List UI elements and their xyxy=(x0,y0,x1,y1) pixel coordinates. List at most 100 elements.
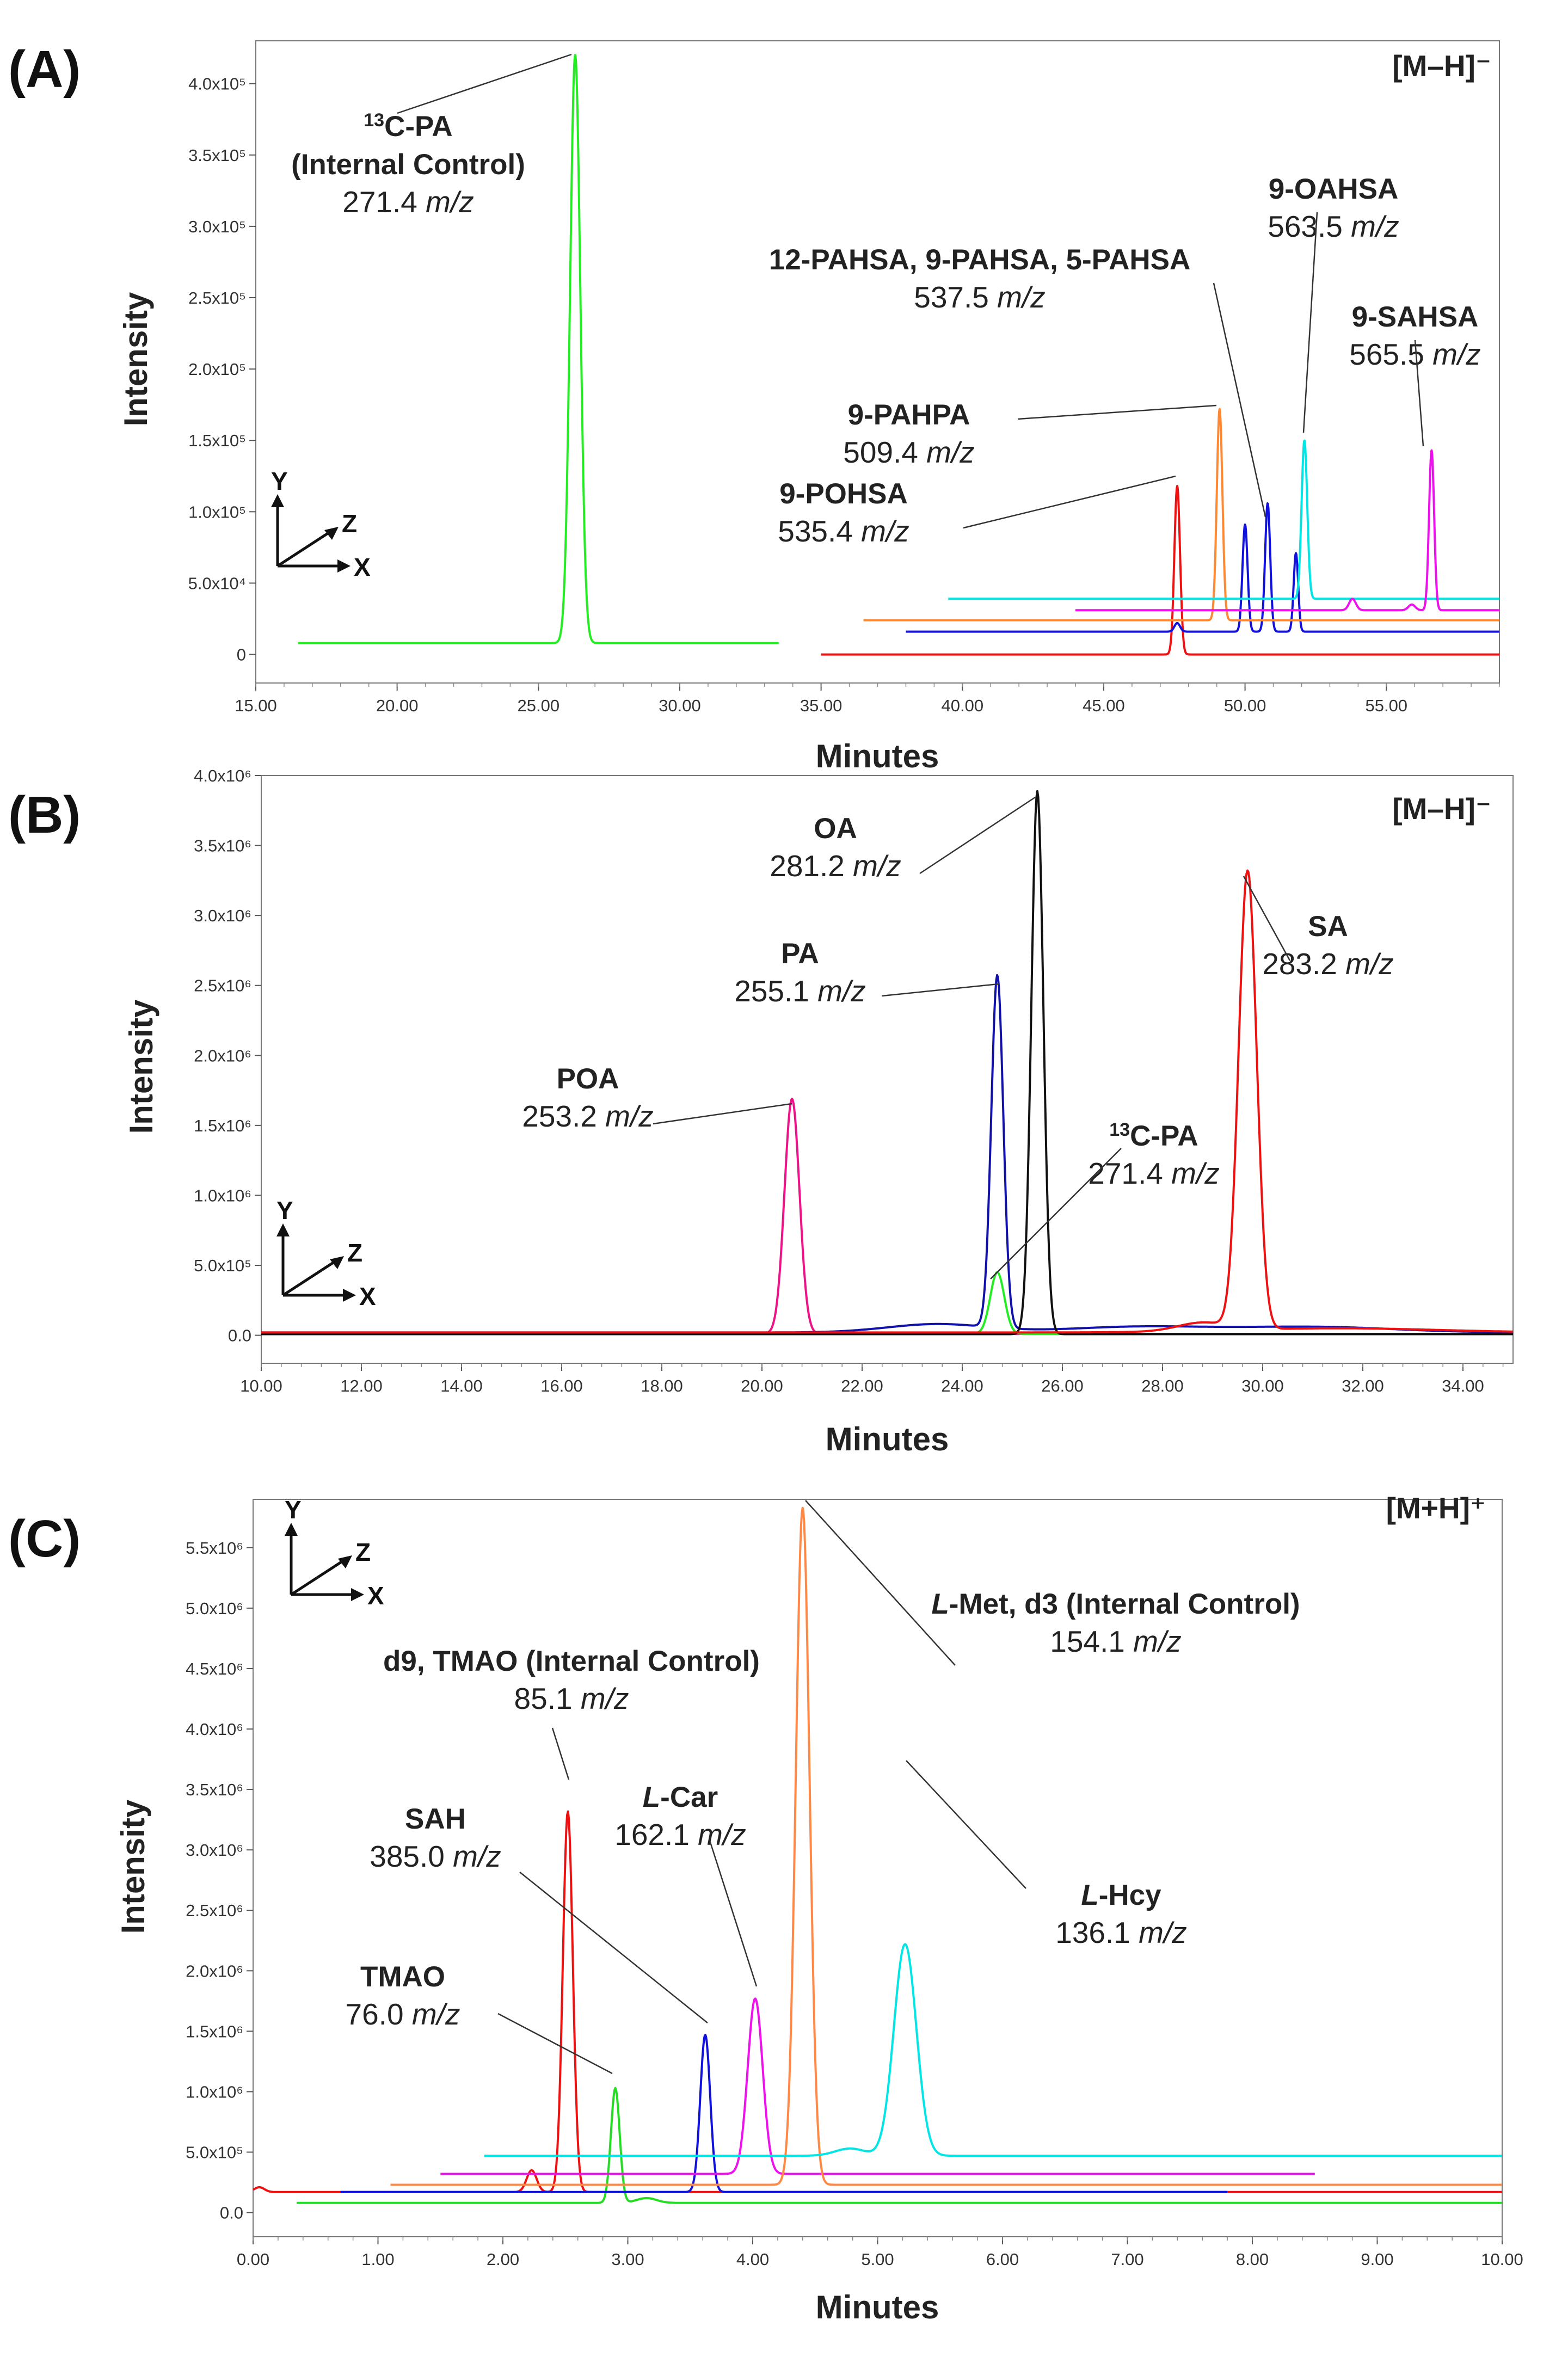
annotation-mz: 535.4 m/z xyxy=(778,514,909,548)
x-tick-label: 20.00 xyxy=(741,1376,783,1395)
y-tick-label: 2.0x10⁶ xyxy=(194,1046,251,1065)
y-axis-label: Intensity xyxy=(115,1799,151,1934)
annotation-superscript: 13 xyxy=(364,110,384,131)
annotation-label: 9-OAHSA 563.5 m/z xyxy=(1268,173,1399,433)
axis-indicator-icon: Y ZX xyxy=(276,1196,376,1310)
z-arrow-head xyxy=(324,527,339,540)
x-tick-label: 15.00 xyxy=(235,696,277,715)
indicator-x-label: X xyxy=(354,553,371,581)
annotation-subtitle: (Internal Control) xyxy=(291,149,525,181)
y-tick-label: 0.0 xyxy=(220,2204,243,2223)
mz-value: 283.2 xyxy=(1262,947,1345,981)
leader-line xyxy=(990,1148,1122,1279)
annotation-label: 13C-PA (Internal Control) 271.4 m/z xyxy=(291,53,572,219)
leader-line xyxy=(709,1842,758,1987)
annotation-label: 9-POHSA 535.4 m/z xyxy=(778,475,1176,548)
x-tick-label: 22.00 xyxy=(841,1376,883,1395)
indicator-z-label: Z xyxy=(355,1538,371,1566)
y-tick-label: 2.0x10⁶ xyxy=(186,1961,243,1980)
annotation-name: d9, TMAO (Internal Control) xyxy=(383,1645,760,1677)
plot-area xyxy=(255,40,1500,684)
x-tick-label: 35.00 xyxy=(800,696,843,715)
annotation-name: OA xyxy=(814,813,857,845)
annotation-name: 13C-PA xyxy=(1109,1119,1198,1152)
leader-line xyxy=(881,983,999,997)
mz-unit: m/z xyxy=(817,974,866,1008)
y-tick-label: 4.0x10⁶ xyxy=(194,766,251,785)
mz-value: 565.5 xyxy=(1349,337,1432,371)
leader-line xyxy=(397,53,572,114)
mz-unit: m/z xyxy=(605,1099,654,1133)
annotation-italic: L xyxy=(931,1588,949,1620)
annotation-name: 9-POHSA xyxy=(779,478,908,510)
annotation-mz: 271.4 m/z xyxy=(342,185,474,219)
mz-unit: m/z xyxy=(853,849,901,883)
y-arrow-head xyxy=(285,1523,298,1536)
y-tick-label: 1.0x10⁶ xyxy=(186,2082,243,2101)
x-tick-label: 8.00 xyxy=(1236,2250,1269,2269)
mz-value: 76.0 xyxy=(346,1997,412,2031)
y-tick-label: 3.5x10⁶ xyxy=(186,1780,243,1799)
x-arrow-head xyxy=(351,1588,364,1601)
annotation-mz: 255.1 m/z xyxy=(734,974,866,1008)
annotation-label: SA 283.2 m/z xyxy=(1243,876,1394,981)
annotation-mz: 136.1 m/z xyxy=(1055,1916,1187,1949)
annotation-label: L-Car 162.1 m/z xyxy=(614,1781,758,1987)
mz-value: 281.2 xyxy=(770,849,853,883)
series-line xyxy=(905,502,1501,633)
annotation-name: TMAO xyxy=(360,1961,445,1993)
z-arrow-head xyxy=(330,1256,344,1269)
annotation-name: 9-PAHPA xyxy=(848,399,970,431)
annotation-name: L-Met, d3 (Internal Control) xyxy=(931,1588,1300,1620)
annotation-italic: L xyxy=(1081,1879,1098,1911)
series-line xyxy=(297,54,780,644)
y-tick-label: 3.5x10⁵ xyxy=(188,146,246,165)
leader-line xyxy=(551,1727,570,1780)
annotation-name: POA xyxy=(557,1063,619,1095)
x-axis-label: Minutes xyxy=(826,1421,949,1457)
mz-unit: m/z xyxy=(426,185,474,219)
series-line xyxy=(296,2087,1503,2204)
y-axis-label: Intensity xyxy=(123,999,159,1134)
panel-label: (C) xyxy=(8,1510,81,1568)
mz-value: 509.4 xyxy=(843,435,926,469)
y-axis-label: Intensity xyxy=(118,292,154,426)
y-tick-label: 0.0 xyxy=(228,1326,251,1345)
y-tick-label: 1.0x10⁵ xyxy=(188,502,246,521)
y-tick-label: 5.5x10⁶ xyxy=(186,1539,243,1558)
x-tick-label: 34.00 xyxy=(1442,1376,1484,1395)
annotation-mz: 85.1 m/z xyxy=(514,1682,629,1715)
y-tick-label: 1.5x10⁶ xyxy=(194,1116,251,1135)
series-line xyxy=(390,1506,1503,2186)
series-line xyxy=(820,485,1501,656)
y-tick-label: 4.0x10⁵ xyxy=(188,75,246,94)
annotation-label: L-Met, d3 (Internal Control) 154.1 m/z xyxy=(805,1500,1300,1666)
y-tick-label: 1.5x10⁶ xyxy=(186,2022,243,2041)
mz-unit: m/z xyxy=(861,514,909,548)
annotation-name: L-Car xyxy=(643,1781,718,1813)
plot-area xyxy=(261,775,1514,1364)
y-tick-label: 3.0x10⁵ xyxy=(188,217,246,236)
annotation-mz: 283.2 m/z xyxy=(1262,947,1394,981)
annotation-mz: 563.5 m/z xyxy=(1268,210,1399,243)
annotation-mz: 154.1 m/z xyxy=(1050,1625,1182,1658)
panel-c: 0.00 1.00 2.00 3.00 4.00 5.00 6.00 7.00 8.00 9.00… xyxy=(115,1491,1523,2325)
plot-area xyxy=(253,1499,1503,2237)
annotation-label: 9-SAHSA 565.5 m/z xyxy=(1349,301,1481,447)
y-tick-label: 5.0x10⁶ xyxy=(186,1599,243,1618)
y-tick-label: 3.5x10⁶ xyxy=(194,836,251,856)
leader-line xyxy=(805,1500,956,1666)
y-arrow-head xyxy=(276,1223,290,1236)
mz-unit: m/z xyxy=(1345,947,1394,981)
axis-indicator-icon: Y ZX xyxy=(271,467,371,581)
annotation-name: 9-SAHSA xyxy=(1352,301,1479,333)
annotation-mz: 537.5 m/z xyxy=(914,280,1046,314)
leader-line xyxy=(1302,212,1318,433)
mz-unit: m/z xyxy=(997,280,1046,314)
x-tick-label: 26.00 xyxy=(1041,1376,1084,1395)
mz-unit: m/z xyxy=(926,435,975,469)
annotation-label: TMAO 76.0 m/z xyxy=(346,1961,613,2075)
leader-line xyxy=(1414,340,1424,447)
y-tick-label: 1.5x10⁵ xyxy=(188,431,246,450)
